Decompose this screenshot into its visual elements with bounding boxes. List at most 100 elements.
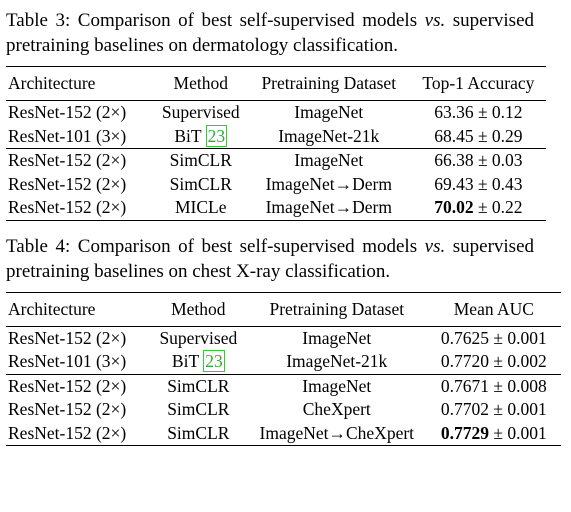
- table-row: ResNet-152 (2×) SimCLR CheXpert 0.7702 ± 0.…: [6, 398, 561, 422]
- table: Architecture Method Pretraining Dataset Top…: [6, 66, 546, 221]
- cell-method: BiT 23: [150, 350, 247, 374]
- header-cell: Method: [149, 291, 247, 327]
- header-cell: Method: [154, 66, 247, 101]
- header-cell: Mean AUC: [426, 291, 561, 327]
- score-mean: 66.38: [434, 150, 474, 171]
- score-mean: 0.7625: [440, 327, 490, 348]
- citation: 23: [205, 124, 228, 147]
- cell-dataset: ImageNet→Derm: [265, 173, 392, 194]
- cell-method: Supervised: [150, 326, 247, 350]
- method: MICLe: [175, 197, 227, 218]
- header-row: Architecture Method Pretraining Dataset Top…: [6, 66, 546, 101]
- cell-architecture: ResNet-152 (2×): [8, 173, 127, 194]
- table-row: ResNet-152 (2×) Supervised ImageNet 0.7625 …: [6, 326, 561, 350]
- table-row: ResNet-152 (2×) Supervised ImageNet 63.36 ±…: [6, 101, 546, 125]
- score-error: ± 0.12: [477, 102, 523, 123]
- cell-architecture: ResNet-152 (2×): [6, 196, 155, 221]
- method: Supervised: [159, 327, 238, 348]
- score-error: ± 0.22: [477, 197, 523, 218]
- caption: Table 4: Comparison of best self-supervi…: [6, 234, 534, 284]
- cell-method: Supervised: [155, 101, 247, 125]
- score-error: ± 0.008: [493, 375, 547, 396]
- cell-score: 0.7702 ± 0.001: [427, 398, 561, 422]
- cell-score: 0.7625 ± 0.001: [427, 326, 561, 350]
- table-row: ResNet-152 (2×) SimCLR ImageNet 0.7671 ± 0.…: [6, 373, 561, 398]
- cell-method: SimCLR: [149, 421, 247, 446]
- cell-dataset: ImageNet: [294, 102, 364, 123]
- citation: 23: [203, 350, 225, 373]
- cell-architecture: ResNet-101 (3×): [8, 125, 127, 146]
- cell-dataset: ImageNet→Derm: [246, 196, 411, 221]
- header-cell: Architecture: [6, 291, 150, 327]
- cell-architecture: ResNet-152 (2×): [8, 399, 127, 420]
- score-error: ± 0.002: [493, 351, 547, 372]
- score-error: ± 0.001: [493, 399, 547, 420]
- table-block: Table 3: Comparison of best self-supervi…: [6, 8, 567, 221]
- method: SimCLR: [167, 399, 230, 420]
- table: Architecture Method Pretraining Dataset Mea…: [6, 291, 561, 446]
- header-cell: Pretraining Dataset: [246, 66, 411, 101]
- cell-score: 0.7671 ± 0.008: [426, 373, 561, 398]
- cell-architecture: ResNet-152 (2×): [6, 421, 150, 446]
- cell-method: SimCLR: [154, 148, 247, 173]
- table-row: ResNet-152 (2×) SimCLR ImageNet 66.38 ± 0.0…: [6, 148, 546, 173]
- cell-method: SimCLR: [150, 398, 247, 422]
- score-error: ± 0.29: [477, 125, 523, 146]
- caption-emph: vs.: [424, 235, 446, 257]
- method: SimCLR: [169, 150, 232, 171]
- score-mean: 0.7702: [440, 399, 490, 420]
- cell-score: 63.36 ± 0.12: [411, 101, 546, 125]
- score-mean: 69.43: [434, 173, 474, 194]
- score-mean: 70.02: [434, 197, 474, 218]
- score-mean: 0.7720: [440, 351, 490, 372]
- score-error: ± 0.43: [477, 173, 523, 194]
- cell-method: SimCLR: [149, 373, 247, 398]
- caption-label: Table 3:: [6, 10, 71, 31]
- cell-score: 0.7729 ± 0.001: [426, 421, 561, 446]
- cell-dataset: ImageNet→CheXpert: [246, 421, 427, 446]
- cell-score: 66.38 ± 0.03: [410, 148, 546, 173]
- method: BiT: [171, 351, 199, 372]
- cell-architecture: ResNet-152 (2×): [6, 148, 155, 173]
- table-block: Table 4: Comparison of best self-supervi…: [6, 234, 567, 446]
- cell-method: SimCLR: [155, 173, 247, 197]
- cell-score: 68.45 ± 0.29: [411, 125, 546, 149]
- cell-architecture: ResNet-152 (2×): [8, 327, 127, 348]
- table-row: ResNet-101 (3×) BiT 23 ImageNet-21k 68.45 ±…: [6, 124, 546, 149]
- score-error: ± 0.001: [493, 327, 547, 348]
- header-cell: Pretraining Dataset: [246, 291, 427, 327]
- score-mean: 0.7729: [440, 422, 490, 443]
- method: SimCLR: [169, 173, 232, 194]
- score-mean: 0.7671: [440, 375, 490, 396]
- caption-text: supervised pretraining baselines on derm…: [6, 10, 535, 56]
- header-cell: Architecture: [6, 66, 155, 101]
- caption-text: Comparison of best self-supervised model…: [77, 235, 418, 257]
- cell-method: MICLe: [154, 196, 247, 221]
- method: SimCLR: [167, 422, 230, 443]
- cell-dataset: ImageNet: [246, 148, 411, 173]
- cell-dataset: ImageNet: [246, 373, 427, 398]
- cell-score: 70.02 ± 0.22: [410, 196, 546, 221]
- caption-label: Table 4:: [6, 235, 71, 257]
- score-mean: 63.36: [434, 102, 474, 123]
- caption-emph: vs.: [424, 10, 446, 31]
- header-cell: Top-1 Accuracy: [410, 66, 546, 101]
- method: BiT: [174, 125, 202, 146]
- cell-dataset: ImageNet: [302, 327, 372, 348]
- table-row: ResNet-152 (2×) SimCLR ImageNet→CheXpert 0.…: [6, 421, 561, 446]
- cell-dataset: ImageNet-21k: [286, 351, 388, 372]
- cell-score: 69.43 ± 0.43: [411, 173, 546, 197]
- score-mean: 68.45: [434, 125, 474, 146]
- cell-architecture: ResNet-152 (2×): [8, 102, 127, 123]
- cell-dataset: CheXpert: [302, 399, 371, 420]
- table-row: ResNet-152 (2×) SimCLR ImageNet→Derm 69.43 …: [6, 173, 546, 197]
- score-error: ± 0.03: [477, 150, 523, 171]
- cell-dataset: ImageNet-21k: [278, 125, 380, 146]
- caption-text: Comparison of best self-supervised model…: [77, 10, 418, 31]
- caption: Table 3: Comparison of best self-supervi…: [6, 8, 534, 58]
- method: Supervised: [161, 102, 240, 123]
- cell-method: BiT 23: [155, 124, 247, 149]
- cell-architecture: ResNet-101 (3×): [8, 351, 127, 372]
- paper-excerpt: Table 3: Comparison of best self-supervi…: [6, 8, 567, 446]
